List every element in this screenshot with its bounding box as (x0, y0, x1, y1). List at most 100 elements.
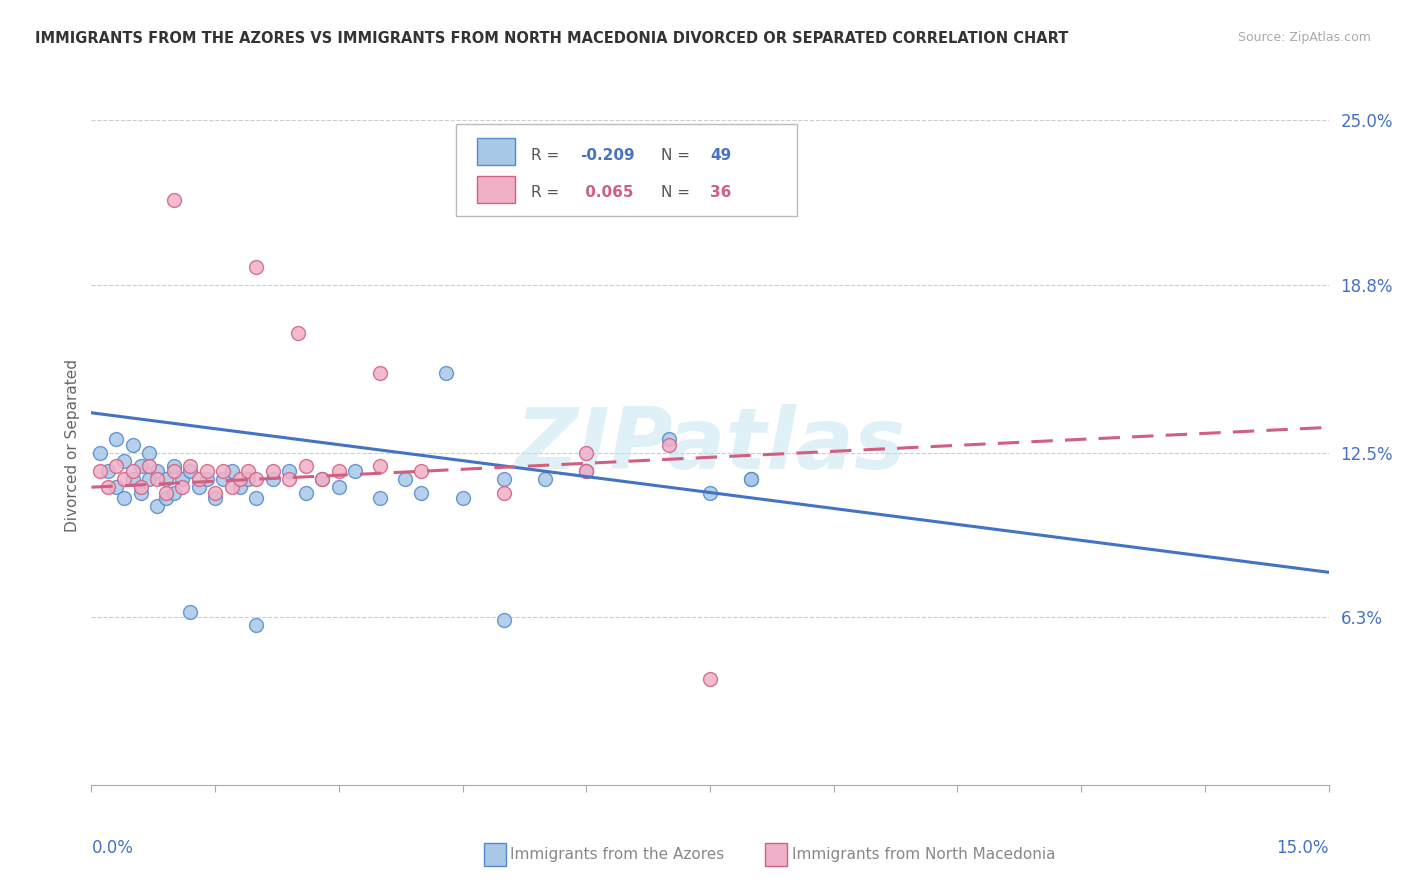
Point (121, 472, 143, 486)
Point (492, 472, 515, 486)
Point (699, 485, 721, 500)
Point (89, 445, 111, 459)
Point (155, 472, 177, 486)
Point (172, 480, 194, 494)
Point (129, 485, 152, 500)
Point (129, 480, 152, 494)
Point (172, 472, 194, 486)
Text: Immigrants from North Macedonia: Immigrants from North Macedonia (792, 847, 1054, 862)
Point (221, 480, 243, 494)
Point (411, 485, 433, 500)
Point (112, 472, 135, 486)
Point (245, 491, 267, 505)
FancyBboxPatch shape (478, 138, 515, 165)
Point (575, 464, 598, 478)
Text: R =: R = (530, 148, 564, 162)
Point (89, 464, 111, 478)
Text: Immigrants from the Azores: Immigrants from the Azores (510, 847, 724, 862)
Point (245, 472, 267, 486)
Point (221, 464, 243, 478)
Point (699, 672, 721, 686)
Point (229, 480, 252, 494)
Text: 0.065: 0.065 (581, 185, 634, 200)
Point (121, 438, 143, 452)
Point (97, 480, 120, 494)
Point (328, 480, 350, 494)
Point (534, 472, 557, 486)
Point (146, 464, 169, 478)
Point (658, 438, 681, 452)
Point (262, 464, 284, 478)
Point (245, 260, 267, 274)
Point (155, 491, 177, 505)
Point (411, 464, 433, 478)
Point (394, 472, 416, 486)
Point (146, 472, 169, 486)
Point (187, 480, 209, 494)
Text: IMMIGRANTS FROM THE AZORES VS IMMIGRANTS FROM NORTH MACEDONIA DIVORCED OR SEPARA: IMMIGRANTS FROM THE AZORES VS IMMIGRANTS… (35, 31, 1069, 46)
Point (278, 464, 301, 478)
Point (112, 491, 135, 505)
Point (575, 445, 598, 459)
Point (328, 464, 350, 478)
Text: N =: N = (661, 148, 695, 162)
Point (179, 458, 201, 473)
Point (146, 499, 169, 513)
Point (575, 464, 598, 478)
Y-axis label: Divorced or Separated: Divorced or Separated (65, 359, 80, 533)
Point (179, 605, 201, 619)
Point (740, 472, 762, 486)
Point (212, 464, 235, 478)
Text: ZIPatlas: ZIPatlas (515, 404, 905, 488)
Point (344, 464, 367, 478)
Point (229, 472, 252, 486)
Point (434, 366, 457, 380)
Point (105, 433, 128, 447)
Text: Source: ZipAtlas.com: Source: ZipAtlas.com (1237, 31, 1371, 45)
Point (492, 613, 515, 627)
Point (138, 472, 160, 486)
Point (97, 464, 120, 478)
Point (236, 472, 259, 486)
Point (195, 472, 218, 486)
Point (204, 491, 226, 505)
Point (163, 193, 186, 207)
Point (204, 485, 226, 500)
Point (368, 366, 391, 380)
Text: 0.0%: 0.0% (91, 839, 134, 857)
Point (163, 458, 186, 473)
Text: 15.0%: 15.0% (1277, 839, 1329, 857)
Point (138, 458, 160, 473)
Point (236, 464, 259, 478)
Point (138, 445, 160, 459)
Point (492, 485, 515, 500)
Point (740, 472, 762, 486)
Text: -0.209: -0.209 (581, 148, 634, 162)
Point (163, 485, 186, 500)
Point (368, 491, 391, 505)
Point (105, 480, 128, 494)
Text: R =: R = (530, 185, 564, 200)
Point (311, 472, 333, 486)
FancyBboxPatch shape (478, 176, 515, 202)
Point (179, 464, 201, 478)
Text: 49: 49 (710, 148, 731, 162)
Point (262, 472, 284, 486)
Point (105, 458, 128, 473)
Point (195, 464, 218, 478)
Text: 36: 36 (710, 185, 731, 200)
Point (212, 472, 235, 486)
Point (129, 458, 152, 473)
Point (163, 464, 186, 478)
Point (451, 491, 474, 505)
Text: N =: N = (661, 185, 695, 200)
Point (187, 472, 209, 486)
FancyBboxPatch shape (457, 124, 797, 216)
Point (278, 472, 301, 486)
Point (295, 485, 318, 500)
Point (121, 464, 143, 478)
Point (295, 458, 318, 473)
Point (368, 458, 391, 473)
Point (287, 326, 309, 340)
Point (112, 453, 135, 467)
